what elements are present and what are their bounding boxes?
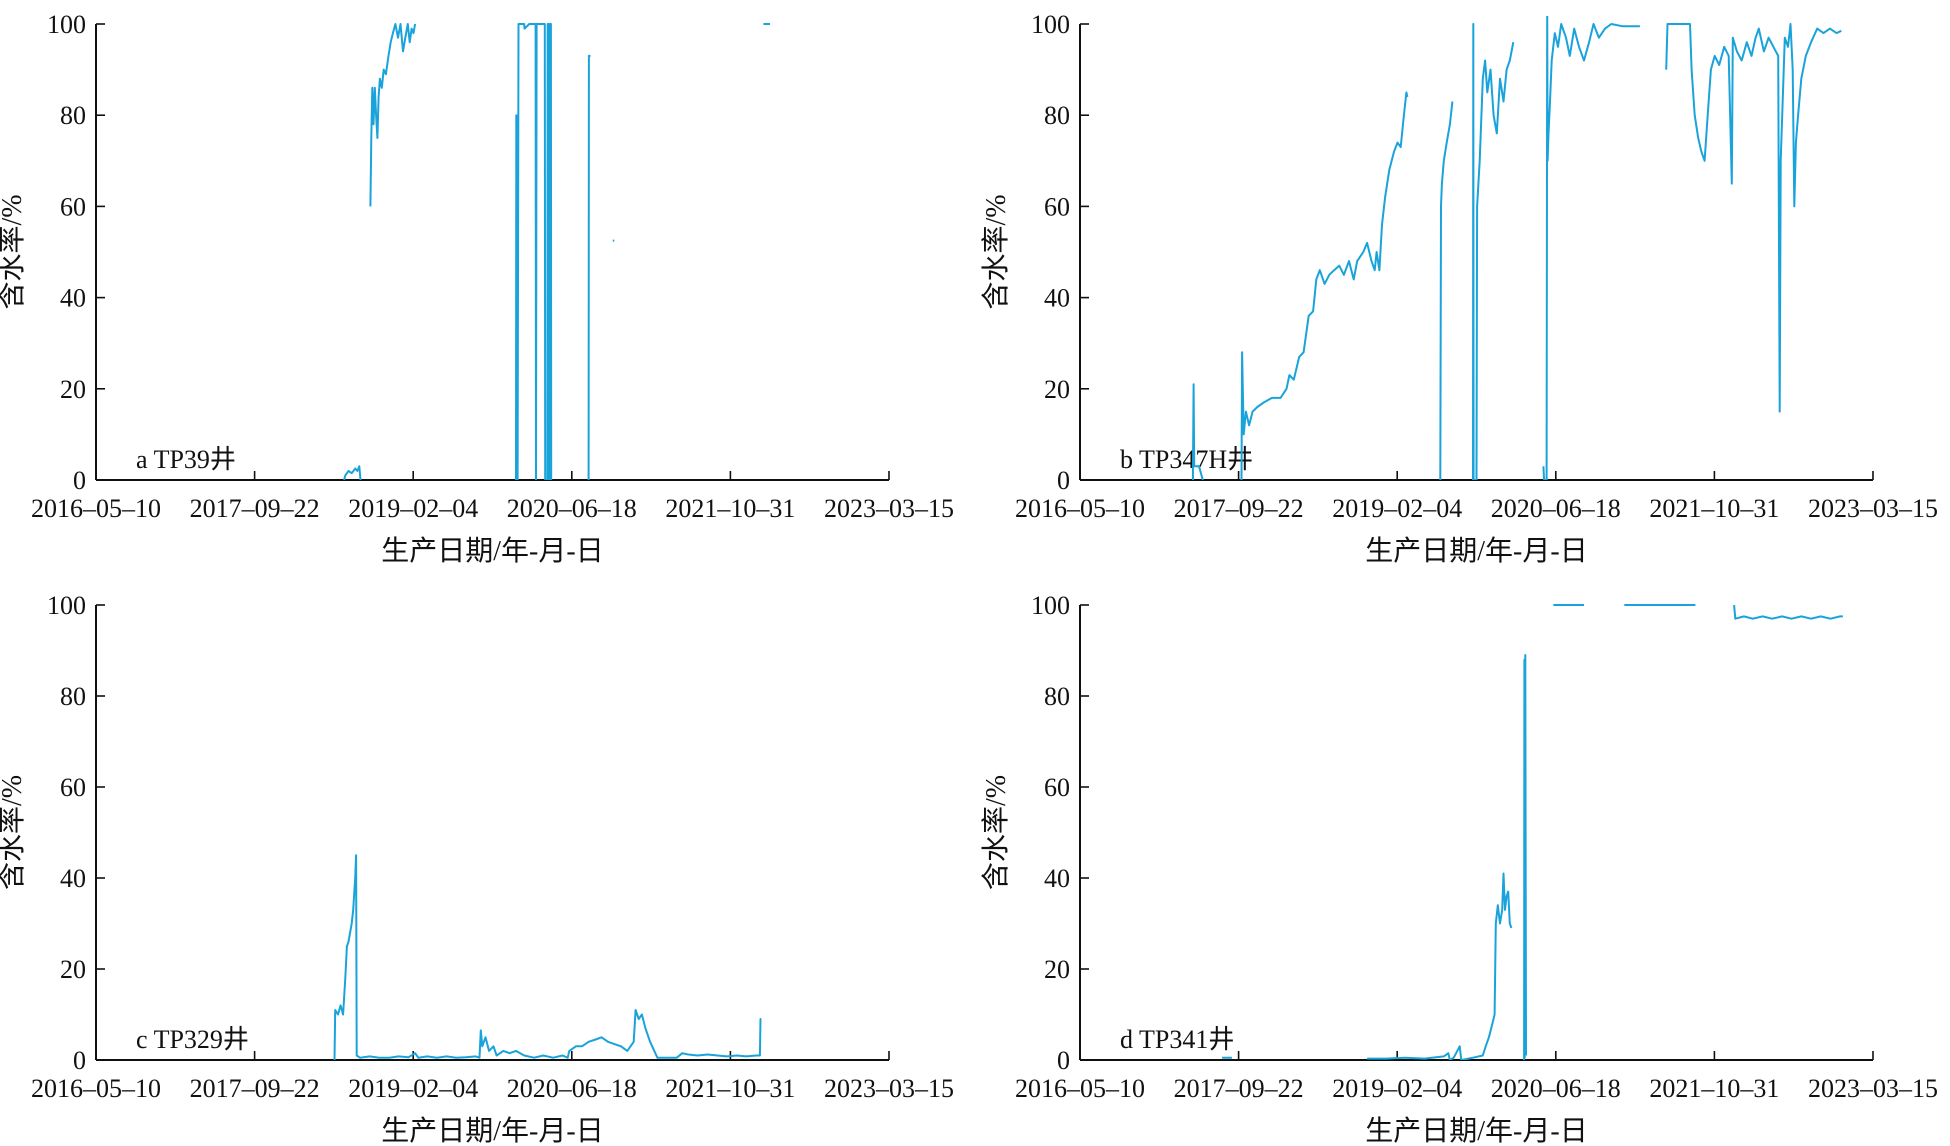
series-line: [343, 23, 770, 480]
x-tick-label: 2017–09–22: [190, 494, 320, 523]
x-tick-label: 2019–02–04: [348, 1074, 478, 1103]
y-tick-label: 80: [60, 101, 86, 130]
x-tick-label: 2019–02–04: [1332, 1074, 1462, 1103]
x-tick-label: 2016–05–10: [31, 1074, 161, 1103]
x-tick-label: 2021–10–31: [1649, 494, 1779, 523]
x-tick-label: 2017–09–22: [1174, 494, 1304, 523]
y-tick-label: 100: [47, 10, 86, 39]
panel-c: 0 20 40 60 80 100 2016–05–10 2017–09–22 2019–02–…: [0, 591, 954, 1146]
x-tick-label: 2023–03–15: [824, 1074, 954, 1103]
panel-d: 0 20 40 60 80 100 2016–05–10 2017–09–22 2019–02–…: [980, 591, 1938, 1146]
y-tick-label: 80: [60, 682, 86, 711]
x-tick-label: 2020–06–18: [507, 494, 637, 523]
y-tick-label: 40: [1044, 864, 1070, 893]
x-tick-label: 2023–03–15: [1808, 494, 1938, 523]
series-line: [1191, 16, 1842, 480]
panel-label: c TP329井: [136, 1025, 249, 1054]
y-tick-label: 0: [73, 1046, 86, 1075]
y-tick-label: 40: [1044, 284, 1070, 313]
x-tick-label: 2019–02–04: [348, 494, 478, 523]
y-axis-label: 含水率/%: [980, 775, 1012, 890]
y-tick-label: 100: [47, 591, 86, 620]
x-axis-label: 生产日期/年-月-日: [381, 1115, 603, 1146]
y-tick-label: 40: [60, 284, 86, 313]
y-tick-label: 20: [1044, 955, 1070, 984]
y-tick-label: 100: [1031, 591, 1070, 620]
x-axis-label: 生产日期/年-月-日: [1365, 535, 1587, 567]
x-tick-label: 2023–03–15: [1808, 1074, 1938, 1103]
x-tick-label: 2017–09–22: [1174, 1074, 1304, 1103]
y-tick-label: 20: [60, 955, 86, 984]
y-axis-label: 含水率/%: [0, 194, 28, 309]
y-tick-label: 80: [1044, 101, 1070, 130]
x-tick-label: 2019–02–04: [1332, 494, 1462, 523]
x-tick-label: 2020–06–18: [1491, 1074, 1621, 1103]
x-tick-label: 2016–05–10: [1015, 1074, 1145, 1103]
series-line: [333, 854, 762, 1060]
x-tick-label: 2021–10–31: [1649, 1074, 1779, 1103]
x-axis-label: 生产日期/年-月-日: [1365, 1115, 1587, 1146]
y-tick-label: 60: [1044, 192, 1070, 221]
panel-label: a TP39井: [136, 445, 236, 474]
y-tick-label: 60: [1044, 773, 1070, 802]
y-tick-label: 0: [1057, 466, 1070, 495]
y-tick-label: 0: [1057, 1046, 1070, 1075]
y-tick-label: 20: [60, 375, 86, 404]
x-axis-label: 生产日期/年-月-日: [381, 535, 603, 567]
x-tick-label: 2023–03–15: [824, 494, 954, 523]
panel-a: 0 20 40 60 80 100 2016–05–10 2017–09–22 2019–02–…: [0, 10, 954, 567]
y-tick-label: 60: [60, 773, 86, 802]
y-tick-label: 100: [1031, 10, 1070, 39]
x-tick-label: 2021–10–31: [665, 1074, 795, 1103]
x-tick-label: 2020–06–18: [1491, 494, 1621, 523]
panel-label: d TP341井: [1120, 1025, 1234, 1054]
y-axis-label: 含水率/%: [980, 194, 1012, 309]
x-tick-label: 2021–10–31: [665, 494, 795, 523]
panel-b: 0 20 40 60 80 100 2016–05–10 2017–09–22 2019–02–…: [980, 10, 1938, 567]
panel-label: b TP347H井: [1120, 445, 1253, 474]
x-tick-label: 2020–06–18: [507, 1074, 637, 1103]
series-line: [1222, 604, 1843, 1060]
y-axis-label: 含水率/%: [0, 775, 28, 890]
y-tick-label: 80: [1044, 682, 1070, 711]
x-tick-label: 2016–05–10: [1015, 494, 1145, 523]
y-tick-label: 60: [60, 192, 86, 221]
x-tick-label: 2016–05–10: [31, 494, 161, 523]
x-tick-label: 2017–09–22: [190, 1074, 320, 1103]
y-tick-label: 0: [73, 466, 86, 495]
y-tick-label: 20: [1044, 375, 1070, 404]
y-tick-label: 40: [60, 864, 86, 893]
